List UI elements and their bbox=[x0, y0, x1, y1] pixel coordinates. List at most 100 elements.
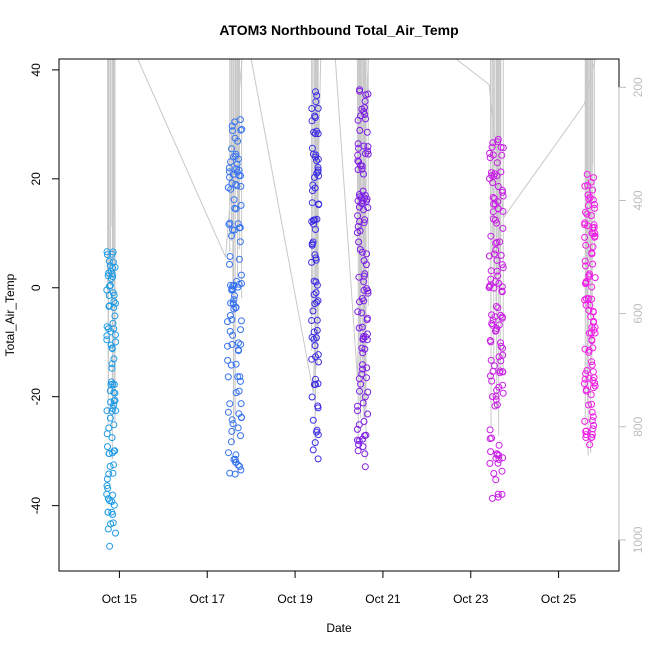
data-point bbox=[360, 170, 367, 178]
data-point bbox=[499, 264, 507, 272]
data-point bbox=[226, 312, 234, 319]
data-point bbox=[364, 143, 372, 151]
data-point bbox=[360, 333, 368, 340]
y2-axis: 200 400 600 800 1000 bbox=[618, 77, 645, 553]
data-point bbox=[105, 302, 113, 310]
data-point bbox=[581, 345, 589, 353]
data-point bbox=[354, 308, 362, 316]
data-point bbox=[106, 542, 114, 550]
data-point bbox=[362, 261, 370, 269]
data-point bbox=[360, 297, 368, 305]
data-point bbox=[312, 254, 320, 262]
data-point bbox=[311, 342, 319, 350]
data-point bbox=[581, 375, 589, 383]
data-point bbox=[359, 335, 367, 343]
data-point bbox=[108, 364, 116, 372]
data-point bbox=[491, 402, 499, 410]
data-point bbox=[224, 342, 231, 350]
data-point bbox=[580, 380, 588, 388]
data-point bbox=[487, 267, 495, 275]
data-point bbox=[582, 241, 590, 249]
data-point bbox=[111, 312, 119, 320]
data-point bbox=[105, 257, 113, 265]
data-point bbox=[358, 248, 366, 256]
data-point bbox=[585, 401, 593, 409]
data-point bbox=[589, 344, 597, 352]
data-point bbox=[112, 299, 119, 307]
data-point bbox=[314, 164, 322, 171]
data-point bbox=[309, 181, 317, 189]
data-point bbox=[494, 183, 502, 190]
data-point bbox=[224, 318, 231, 326]
data-point bbox=[494, 135, 502, 143]
y-tick-label: 20 bbox=[29, 172, 43, 186]
data-point bbox=[311, 216, 319, 224]
data-point bbox=[584, 202, 592, 209]
data-point bbox=[314, 404, 322, 412]
data-point bbox=[237, 400, 245, 408]
data-point bbox=[499, 381, 507, 389]
data-point bbox=[109, 404, 117, 412]
y2-tick-label: 1000 bbox=[631, 526, 645, 553]
data-point bbox=[491, 362, 498, 370]
data-point bbox=[226, 173, 233, 181]
data-point bbox=[359, 187, 367, 195]
data-point bbox=[231, 118, 239, 126]
data-point bbox=[582, 301, 590, 309]
data-point bbox=[363, 364, 371, 372]
data-point bbox=[588, 358, 596, 366]
data-point bbox=[224, 356, 232, 364]
data-point bbox=[308, 199, 316, 207]
plot-frame bbox=[58, 58, 620, 572]
data-point bbox=[356, 298, 363, 306]
data-point bbox=[486, 154, 494, 162]
data-point bbox=[487, 372, 494, 380]
data-point bbox=[106, 414, 114, 422]
data-point bbox=[591, 204, 598, 212]
data-point bbox=[498, 287, 506, 295]
data-point bbox=[230, 226, 238, 234]
data-point bbox=[363, 195, 371, 203]
data-point bbox=[588, 361, 596, 369]
data-point bbox=[360, 286, 368, 294]
data-point bbox=[498, 490, 506, 498]
data-point bbox=[103, 482, 111, 490]
data-point bbox=[360, 257, 368, 265]
data-point bbox=[358, 309, 366, 317]
data-point bbox=[582, 280, 589, 288]
data-point bbox=[314, 455, 322, 463]
data-point bbox=[236, 116, 244, 124]
pressure-track-segment bbox=[250, 58, 314, 393]
data-point bbox=[226, 327, 234, 335]
data-point bbox=[586, 270, 593, 278]
data-point bbox=[498, 151, 506, 159]
data-point bbox=[489, 179, 497, 187]
data-point bbox=[354, 157, 362, 165]
data-point bbox=[103, 323, 111, 331]
data-point bbox=[589, 384, 597, 392]
data-point bbox=[487, 169, 495, 177]
data-point bbox=[492, 278, 500, 285]
data-point bbox=[581, 233, 589, 241]
data-point bbox=[588, 408, 596, 416]
data-point bbox=[354, 116, 362, 124]
data-point bbox=[361, 345, 369, 353]
data-point bbox=[108, 345, 116, 353]
data-point bbox=[582, 208, 589, 216]
chart-title: ATOM3 Northbound Total_Air_Temp bbox=[219, 22, 458, 38]
data-point bbox=[232, 451, 240, 459]
data-point bbox=[492, 239, 500, 247]
data-point bbox=[363, 374, 370, 382]
data-point bbox=[361, 216, 369, 224]
data-point bbox=[485, 252, 493, 260]
data-point bbox=[492, 476, 500, 484]
data-point bbox=[233, 160, 241, 168]
data-point bbox=[238, 125, 246, 133]
data-point bbox=[226, 260, 233, 268]
data-point bbox=[495, 441, 503, 449]
data-point bbox=[106, 462, 114, 470]
data-point bbox=[498, 186, 506, 194]
data-point bbox=[586, 301, 594, 309]
data-point bbox=[364, 204, 372, 212]
data-point bbox=[109, 491, 117, 499]
